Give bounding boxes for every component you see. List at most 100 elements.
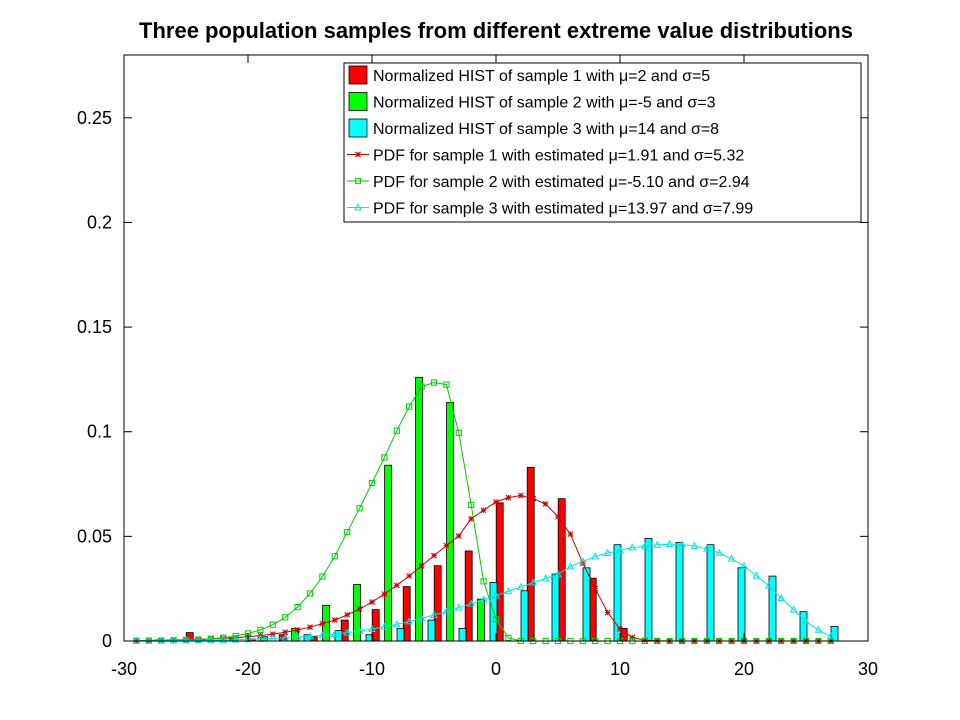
- pdf-point-sample-2: [443, 381, 450, 388]
- pdf-point-sample-3: [814, 625, 823, 633]
- pdf-point-sample-3: [454, 603, 463, 611]
- pdf-point-sample-1: [567, 531, 574, 538]
- pdf-point-sample-2: [455, 429, 462, 436]
- x-tick-label: 30: [858, 659, 878, 679]
- pdf-point-sample-1: [604, 609, 611, 616]
- pdf-point-sample-2: [232, 632, 239, 640]
- pdf-point-sample-2: [331, 553, 338, 560]
- pdf-point-sample-3: [492, 591, 500, 599]
- legend-label-hist-3: Normalized HIST of sample 3 with μ=14 an…: [373, 121, 719, 138]
- x-tick-label: -30: [111, 659, 137, 679]
- pdf-point-sample-3: [628, 543, 637, 551]
- pdf-point-sample-3: [541, 574, 550, 582]
- pdf-point-sample-2: [505, 634, 512, 641]
- pdf-point-sample-3: [789, 605, 798, 613]
- pdf-point-sample-3: [392, 619, 401, 628]
- pdf-point-sample-3: [405, 617, 414, 625]
- x-tick-label: 10: [610, 659, 630, 679]
- pdf-point-sample-3: [603, 548, 612, 556]
- pdf-point-sample-2: [480, 578, 487, 585]
- pdf-point-sample-3: [330, 629, 339, 637]
- pdf-point-sample-1: [344, 611, 351, 618]
- pdf-point-sample-3: [132, 636, 141, 644]
- pdf-point-sample-1: [617, 626, 623, 633]
- pdf-point-sample-1: [418, 562, 425, 569]
- hist-bar-sample-3: [582, 567, 591, 642]
- pdf-point-sample-1: [592, 585, 599, 592]
- chart-title: Three population samples from different …: [139, 18, 853, 43]
- hist-bar-sample-3: [706, 544, 715, 642]
- pdf-point-sample-3: [343, 628, 352, 636]
- pdf-point-sample-3: [157, 636, 166, 644]
- pdf-point-sample-1: [393, 582, 400, 589]
- pdf-point-sample-1: [356, 606, 363, 612]
- hist-bar-sample-3: [551, 573, 560, 642]
- hist-bar-sample-3: [675, 542, 684, 642]
- pdf-point-sample-1: [294, 626, 301, 633]
- y-tick-label: 0: [102, 631, 112, 651]
- x-tick-label: 20: [734, 659, 754, 679]
- pdf-point-sample-2: [282, 614, 289, 621]
- pdf-point-sample-1: [555, 513, 561, 520]
- pdf-point-sample-3: [182, 636, 190, 644]
- x-tick-label: -10: [359, 659, 385, 679]
- legend-marker-pdf-3: [354, 203, 362, 211]
- x-tick-label: -20: [235, 659, 261, 679]
- pdf-point-sample-2: [356, 505, 363, 512]
- pdf-point-sample-1: [381, 591, 388, 598]
- pdf-point-sample-3: [206, 635, 215, 644]
- pdf-point-sample-3: [826, 632, 835, 640]
- x-tick-label: 0: [491, 659, 501, 679]
- pdf-point-sample-1: [517, 492, 524, 499]
- pdf-point-sample-3: [504, 587, 513, 595]
- pdf-point-sample-1: [307, 624, 313, 631]
- legend-swatch-hist-3: [348, 118, 368, 138]
- pdf-point-sample-1: [542, 500, 549, 507]
- pdf-point-sample-2: [294, 603, 301, 611]
- pdf-point-sample-3: [554, 570, 562, 578]
- pdf-point-sample-3: [702, 544, 711, 552]
- hist-bar-sample-3: [644, 538, 653, 642]
- pdf-point-sample-1: [480, 507, 487, 514]
- pdf-point-sample-2: [257, 626, 264, 634]
- pdf-point-sample-3: [802, 617, 810, 625]
- pdf-point-sample-1: [443, 542, 450, 549]
- pdf-point-sample-2: [393, 427, 400, 434]
- pdf-point-sample-2: [306, 590, 314, 597]
- legend-label-pdf-2: PDF for sample 2 with estimated μ=-5.10 …: [373, 174, 750, 191]
- pdf-point-sample-3: [380, 622, 389, 630]
- hist-bar-sample-3: [520, 590, 529, 642]
- pdf-point-sample-2: [269, 621, 276, 628]
- y-tick-label: 0.15: [77, 317, 112, 337]
- pdf-point-sample-3: [764, 581, 773, 589]
- pdf-point-sample-2: [344, 529, 351, 536]
- pdf-point-sample-3: [417, 614, 426, 622]
- pdf-point-sample-3: [318, 631, 327, 639]
- legend-marker-pdf-1: [355, 151, 361, 158]
- pdf-point-sample-3: [591, 552, 600, 560]
- pdf-point-sample-3: [678, 540, 686, 548]
- legend-label-hist-2: Normalized HIST of sample 2 with μ=-5 an…: [373, 95, 716, 112]
- pdf-point-sample-3: [777, 593, 786, 601]
- pdf-point-sample-1: [530, 495, 537, 502]
- pdf-point-sample-1: [455, 532, 462, 539]
- pdf-point-sample-3: [740, 561, 748, 569]
- pdf-point-sample-1: [282, 629, 289, 636]
- legend-box: [343, 62, 862, 223]
- pdf-point-sample-2: [492, 615, 500, 623]
- pdf-point-sample-1: [493, 499, 499, 505]
- y-tick-label: 0.1: [87, 422, 112, 442]
- pdf-point-sample-3: [144, 636, 153, 644]
- pdf-point-sample-1: [406, 572, 413, 579]
- legend-swatch-hist-1: [348, 65, 368, 85]
- pdf-point-sample-3: [442, 607, 451, 615]
- pdf-point-sample-3: [219, 635, 228, 643]
- pdf-point-sample-3: [566, 562, 575, 570]
- y-tick-label: 0.2: [87, 212, 112, 232]
- legend: Normalized HIST of sample 1 with μ=2 and…: [343, 62, 862, 223]
- pdf-point-sample-3: [616, 546, 624, 554]
- pdf-point-sample-1: [629, 634, 636, 641]
- pdf-point-sample-2: [418, 383, 425, 390]
- pdf-point-sample-3: [293, 632, 302, 641]
- pdf-point-sample-1: [331, 617, 338, 624]
